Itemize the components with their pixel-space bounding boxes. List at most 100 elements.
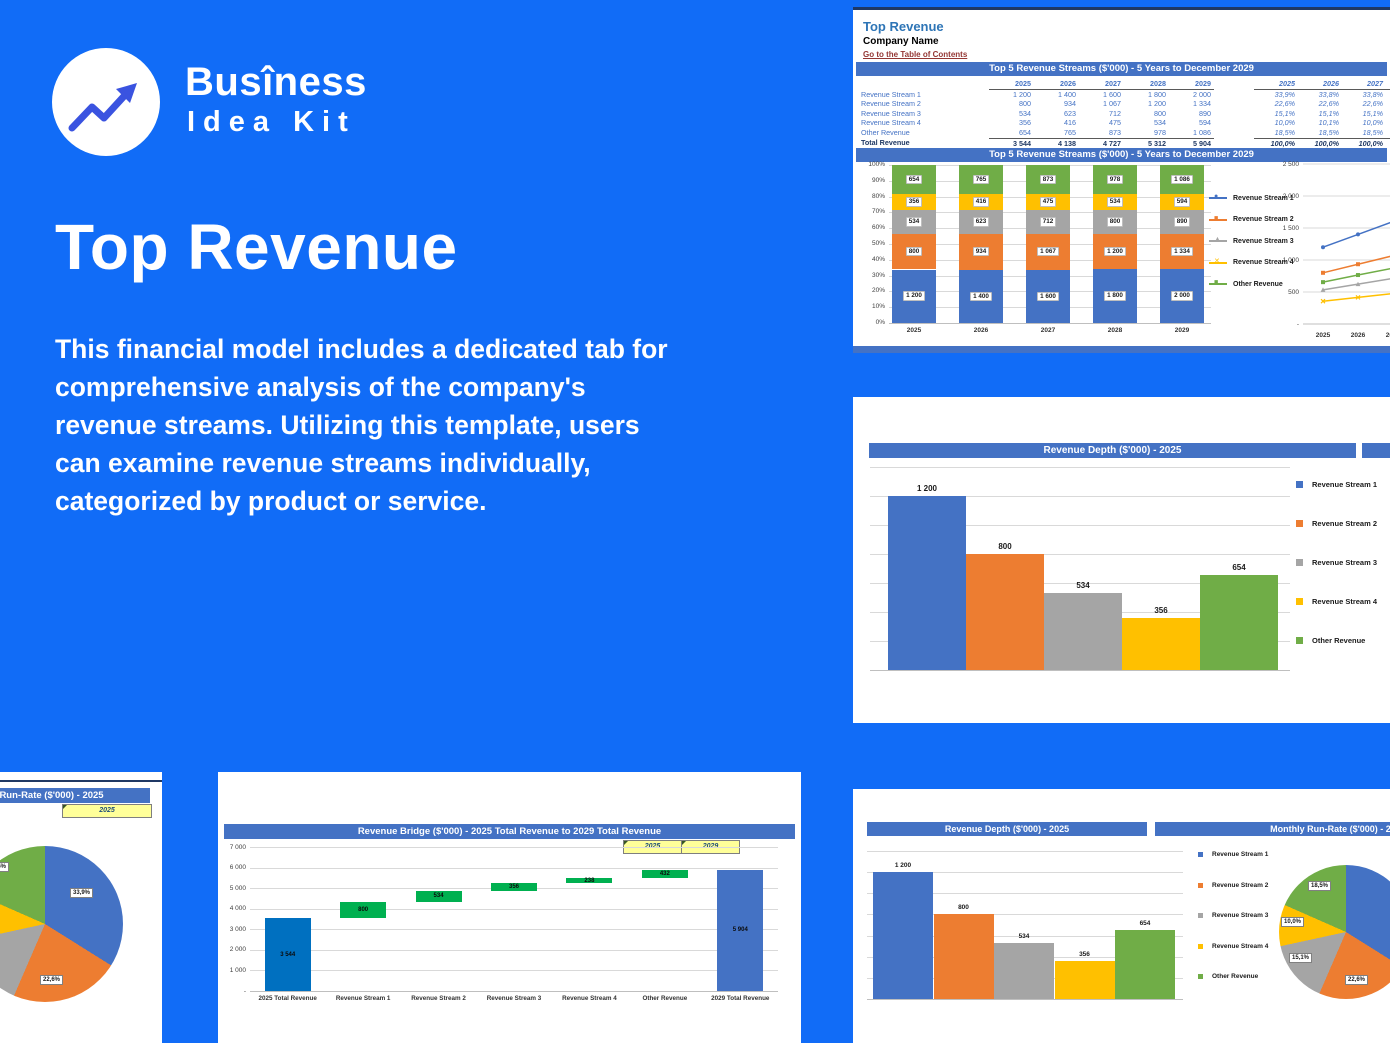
table-cell: 100,0% xyxy=(1342,137,1386,149)
svg-text:2 500: 2 500 xyxy=(1283,161,1300,168)
data-label: 356 xyxy=(905,197,923,207)
data-label: 416 xyxy=(972,197,990,207)
gridline xyxy=(870,467,1290,468)
stacked-segment: 800 xyxy=(1093,209,1137,234)
bar-revenue-stream-2 xyxy=(933,914,994,999)
stacked-segment: 2 000 xyxy=(1160,269,1204,323)
data-label: 800 xyxy=(905,246,923,257)
table-cell: Revenue Stream 4 xyxy=(861,118,921,128)
legend-label: Other Revenue xyxy=(1312,636,1366,645)
table-cell: 5 312 xyxy=(1124,137,1169,149)
waterfall-bar-2: 800 xyxy=(340,901,387,919)
data-label: 800 xyxy=(358,906,369,913)
table-cell: 33,9% xyxy=(1386,90,1390,100)
table-cell: 10,1% xyxy=(1386,118,1390,128)
data-label: 1 086 xyxy=(1171,174,1193,185)
data-label: 1 200 xyxy=(903,291,925,301)
y-tick-label: 90% xyxy=(871,176,885,184)
data-label: 238 xyxy=(584,877,595,884)
data-label: 2 000 xyxy=(1171,291,1193,301)
year-selector-chip[interactable]: 2025 xyxy=(62,804,152,818)
data-label: 1 800 xyxy=(1104,291,1126,301)
revenue-table: 202520262027202820292025202620272028Reve… xyxy=(861,79,1390,148)
legend-label: Revenue Stream 2 xyxy=(1312,519,1378,528)
table-cell: 2027 xyxy=(1079,79,1124,90)
table-cell: 800 xyxy=(1154,108,1166,118)
table-cell: 15,1% xyxy=(1362,108,1383,118)
chart-frame-border xyxy=(0,780,162,782)
run-rate-header-bar: Monthly Run-Rate ($'000) - 2025 xyxy=(1155,822,1390,836)
run-rate-header-bar: Monthly Run-Rate ($'000) - 2025 xyxy=(0,788,150,803)
legend-item: ■ Revenue Stream 2 xyxy=(1209,215,1319,225)
page-title: Top Revenue xyxy=(55,211,458,283)
data-label: 978 xyxy=(1106,174,1124,185)
table-cell xyxy=(1214,138,1254,149)
table-cell xyxy=(1214,109,1254,119)
pie-data-label: 10,0% xyxy=(1281,917,1305,927)
gridline xyxy=(867,851,1183,852)
legend-item: ▲ Revenue Stream 3 xyxy=(1209,236,1319,246)
data-label: 534 xyxy=(905,217,923,227)
next-section-header-strip xyxy=(853,346,1390,353)
legend-item: Revenue Stream 4 xyxy=(1198,943,1268,950)
table-cell: 100,0% xyxy=(1298,137,1342,149)
data-label: 765 xyxy=(972,174,990,185)
y-tick-label: 80% xyxy=(871,192,885,200)
table-cell: 1 400 xyxy=(1058,89,1076,99)
legend-item: Revenue Stream 3 xyxy=(1198,912,1268,919)
data-label: 594 xyxy=(1173,197,1191,207)
stacked-segment: 1 086 xyxy=(1160,165,1204,195)
pie-data-label: 22,6% xyxy=(1345,975,1369,985)
bar-revenue-stream-3 xyxy=(994,942,1054,999)
toc-link[interactable]: Go to the Table of Contents xyxy=(863,50,968,59)
description-line: This financial model includes a dedicate… xyxy=(55,334,668,364)
table-cell: 22,6% xyxy=(1386,99,1390,109)
stacked-segment: 800 xyxy=(892,233,936,270)
y-tick-label: 2 000 xyxy=(229,946,246,954)
waterfall-bar-7: 5 904 xyxy=(717,869,764,991)
data-label: 890 xyxy=(1173,217,1191,227)
legend-swatch xyxy=(1198,882,1203,888)
bar-revenue-stream-1 xyxy=(873,872,933,999)
gridline xyxy=(870,583,1290,584)
legend-label: Revenue Stream 2 xyxy=(1212,881,1269,889)
stacked-segment: 712 xyxy=(1026,210,1070,234)
table-cell: 18,4% xyxy=(1386,128,1390,138)
bar-revenue-stream-4 xyxy=(1122,618,1200,670)
waterfall-bar-6: 432 xyxy=(641,869,688,879)
description-line: comprehensive analysis of the company's xyxy=(55,372,586,402)
y-tick-label: 6 000 xyxy=(229,864,246,872)
y-tick-label: 5 000 xyxy=(229,884,246,892)
y-tick-label: 70% xyxy=(871,208,885,216)
bar-revenue-stream-3 xyxy=(1044,592,1122,670)
stacked-segment: 594 xyxy=(1160,194,1204,210)
data-label: 3 544 xyxy=(280,951,296,958)
table-cell: 1 067 xyxy=(1103,99,1121,109)
sheet-top-border xyxy=(853,7,1390,10)
data-label: 5 904 xyxy=(732,927,748,934)
table-cell: 416 xyxy=(1064,118,1076,128)
table-cell: 22,6% xyxy=(1362,99,1383,109)
description-line: can examine revenue streams individually… xyxy=(55,448,591,478)
table-cell: 1 200 xyxy=(1013,89,1031,99)
legend-swatch xyxy=(1198,943,1203,949)
stacked-segment: 1 200 xyxy=(892,269,936,323)
legend-item: Revenue Stream 3 xyxy=(1296,558,1377,567)
description-line: revenue streams. Utilizing this template… xyxy=(55,410,640,440)
table-cell: 10,0% xyxy=(1362,118,1383,128)
legend-marker-glyph: ● xyxy=(1214,193,1219,200)
y-tick-label: 1 000 xyxy=(229,966,246,974)
stacked-segment: 534 xyxy=(1093,194,1137,210)
table-cell: 1 086 xyxy=(1193,127,1211,137)
x-axis-label: 2026 xyxy=(973,327,989,334)
table-cell: 22,6% xyxy=(1318,99,1339,109)
pie-data-label: 18,5% xyxy=(1308,881,1332,891)
table-cell: 654 xyxy=(1019,127,1031,137)
stacked-segment: 934 xyxy=(959,233,1003,270)
bar-revenue-stream-2 xyxy=(966,554,1044,670)
bar-revenue-stream-1 xyxy=(888,496,966,670)
table-cell: 4 727 xyxy=(1079,137,1124,149)
table-cell: 2028 xyxy=(1124,79,1169,90)
table-cell: 33,8% xyxy=(1362,89,1383,99)
